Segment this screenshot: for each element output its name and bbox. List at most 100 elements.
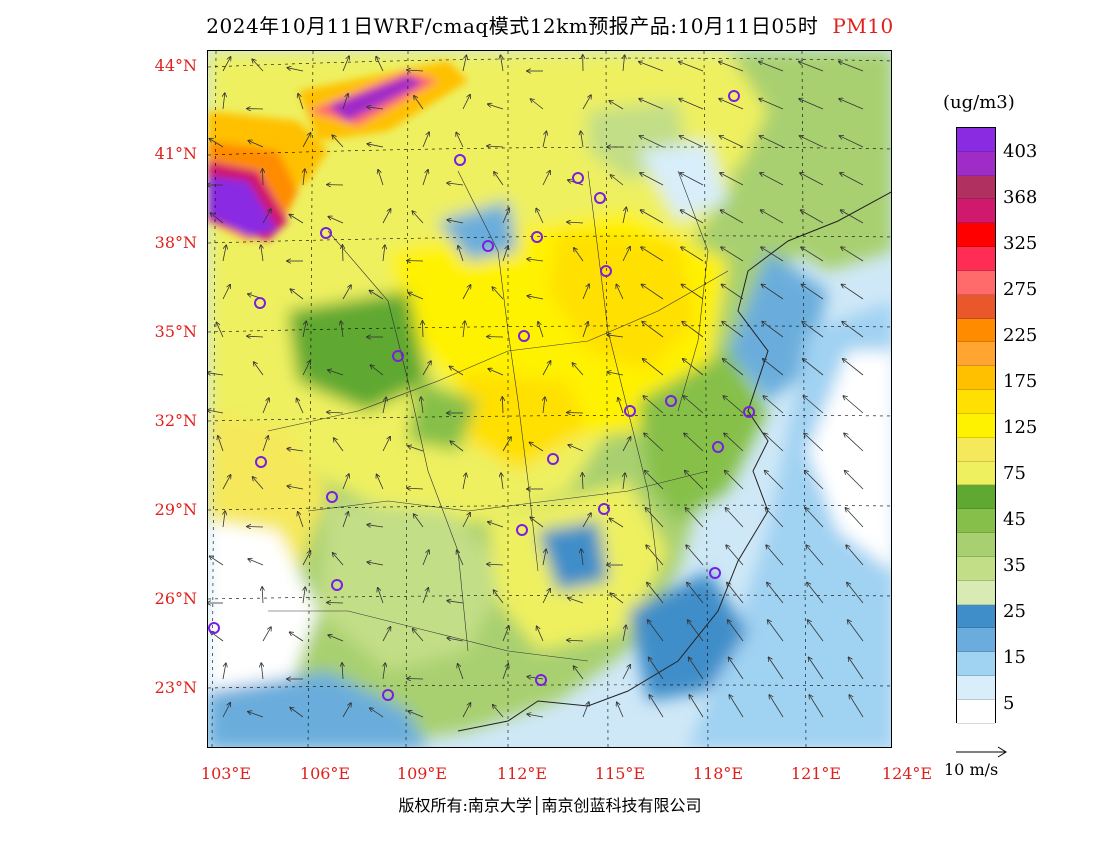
legend-color-swatch <box>957 604 995 629</box>
wind-vector <box>759 62 784 72</box>
wind-vector <box>809 695 824 718</box>
wind-vector <box>542 131 546 148</box>
wind-vector <box>383 663 385 680</box>
wind-vector <box>685 508 704 528</box>
wind-vector <box>248 559 264 566</box>
wind-vector <box>846 545 864 566</box>
wind-vector <box>261 245 263 262</box>
wind-vector <box>688 620 704 642</box>
pm10-forecast-map[interactable] <box>207 50 892 748</box>
wind-vector <box>765 471 784 490</box>
wind-vector <box>763 359 784 376</box>
wind-vector <box>302 551 311 566</box>
wind-vector <box>760 173 784 186</box>
wind-vector <box>327 412 344 413</box>
wind-vector <box>842 284 864 300</box>
wind-vector <box>367 525 384 527</box>
wind-vector <box>568 598 584 604</box>
wind-vector <box>537 626 544 642</box>
wind-vector <box>342 474 349 490</box>
city-markers <box>208 90 755 701</box>
legend-color-swatch <box>957 342 995 367</box>
wind-vector <box>462 55 466 72</box>
wind-reference-label: 10 m/s <box>944 760 999 779</box>
wind-vector <box>581 549 583 566</box>
wind-vector <box>297 398 304 414</box>
wind-vector <box>683 396 704 414</box>
legend-color-swatch <box>957 247 995 271</box>
wind-vector <box>261 663 263 680</box>
wind-vector <box>287 68 304 72</box>
wind-vector <box>223 93 225 110</box>
wind-vector <box>208 410 224 414</box>
wind-vector <box>370 708 384 718</box>
wind-vector <box>494 172 504 186</box>
wind-vector <box>805 471 824 490</box>
wind-vector <box>607 372 624 376</box>
lon-label: 103°E <box>200 764 252 783</box>
wind-vector <box>502 208 509 224</box>
wind-vector <box>679 62 704 72</box>
wind-vector <box>641 247 664 262</box>
wind-vector <box>209 139 224 148</box>
wind-vector <box>582 322 588 338</box>
wind-vector <box>377 474 384 490</box>
wind-vector <box>456 133 464 148</box>
wind-vector <box>447 638 464 642</box>
wind-vector <box>450 366 464 376</box>
wind-vector <box>567 640 584 641</box>
wind-vector <box>839 62 864 72</box>
wind-vector <box>799 99 824 110</box>
lon-label: 124°E <box>881 764 933 783</box>
wind-vector <box>502 437 511 452</box>
wind-vector <box>845 471 864 490</box>
wind-vector <box>607 335 624 337</box>
legend-color-swatch <box>957 199 995 224</box>
wind-vector <box>327 603 344 604</box>
wind-vector <box>622 437 631 452</box>
wind-vector <box>542 589 550 604</box>
wind-vector <box>447 220 464 224</box>
wind-vector <box>447 601 464 603</box>
wind-vector <box>799 62 824 72</box>
legend-label: 45 <box>1003 509 1026 530</box>
wind-vector <box>501 55 504 72</box>
wind-vector <box>642 284 664 300</box>
wind-vector <box>462 513 470 528</box>
wind-vector <box>760 136 784 148</box>
wind-vector <box>768 620 784 642</box>
wind-vector <box>801 210 824 224</box>
wind-vector <box>414 514 424 528</box>
wind-vector <box>222 475 231 490</box>
wind-vector <box>328 635 344 642</box>
lon-label: 118°E <box>692 764 744 783</box>
wind-vector <box>248 141 264 148</box>
wind-vector <box>611 175 624 186</box>
wind-vector <box>648 620 664 642</box>
wind-vector <box>803 359 824 376</box>
wind-vector <box>463 321 465 338</box>
wind-vector <box>407 488 424 489</box>
wind-vector <box>543 397 545 414</box>
wind-vector <box>303 169 305 186</box>
province-boundaries <box>267 170 729 662</box>
wind-vector <box>538 322 544 338</box>
wind-vector <box>290 289 304 300</box>
wind-vector <box>844 433 864 452</box>
wind-vector <box>839 99 864 110</box>
legend-color-swatch <box>957 223 995 248</box>
wind-vector <box>488 369 504 376</box>
wind-vector <box>263 169 264 186</box>
wind-vector <box>722 322 744 338</box>
wind-vector <box>723 359 744 376</box>
wind-vector <box>408 293 424 300</box>
wind-vector <box>342 663 343 680</box>
wind-vector <box>262 587 263 604</box>
wind-vector <box>574 666 584 680</box>
wind-vector <box>542 171 550 186</box>
wind-vector <box>367 562 384 566</box>
wind-vector <box>287 486 304 490</box>
wind-vector <box>729 695 744 718</box>
wind-vector <box>622 247 630 262</box>
wind-vector <box>527 714 544 718</box>
